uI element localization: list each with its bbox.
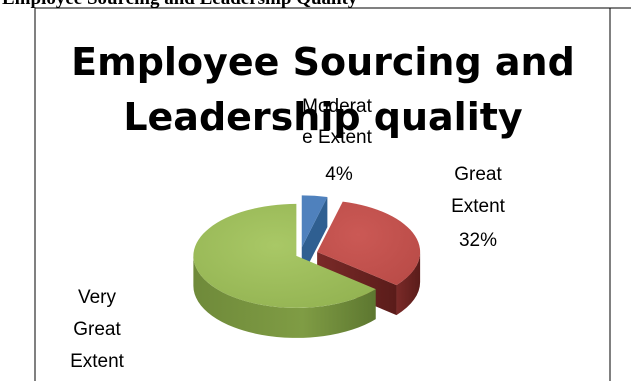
- label-great-pct: 32%: [459, 230, 497, 251]
- label-very-great-line-2: Great: [73, 319, 121, 340]
- label-very-great-line-3: Extent: [70, 351, 125, 372]
- chart-title-line-1: Employee Sourcing and: [71, 40, 575, 84]
- chart-title-line-2: Leadership quality: [123, 95, 523, 139]
- pie-wall-moderate-extent: [301, 196, 328, 278]
- label-moderate-pct: 4%: [325, 164, 353, 185]
- data-label-great-extent: Great Extent 32%: [451, 164, 506, 251]
- pie-chart: [193, 195, 421, 338]
- data-label-moderate-extent: Moderat e Extent 4%: [302, 96, 372, 185]
- pie-slice-great-extent: [317, 201, 421, 286]
- data-label-very-great-extent: Very Great Extent: [70, 287, 125, 372]
- caption-text: Employee Sourcing and Leadership Quality: [2, 0, 358, 9]
- label-great-line-2: Extent: [451, 196, 506, 217]
- pie-slice-very-great-extent: [193, 203, 376, 308]
- label-moderate-line-1: Moderat: [302, 96, 372, 117]
- label-very-great-line-1: Very: [78, 287, 117, 308]
- pie-slice-moderate-extent: [301, 195, 328, 248]
- label-great-line-1: Great: [454, 164, 502, 185]
- pie-side-very-great-extent: [193, 255, 376, 338]
- pie-side-great-extent: [396, 251, 421, 316]
- label-moderate-line-2: e Extent: [302, 127, 372, 148]
